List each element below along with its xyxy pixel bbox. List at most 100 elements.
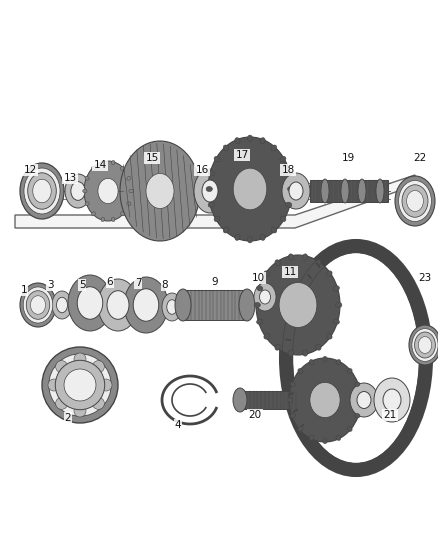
Text: 5: 5 (79, 280, 85, 290)
Ellipse shape (247, 135, 253, 141)
Ellipse shape (77, 287, 103, 319)
Ellipse shape (20, 163, 64, 219)
Ellipse shape (264, 334, 270, 339)
Ellipse shape (55, 360, 105, 410)
Ellipse shape (288, 350, 293, 356)
Ellipse shape (260, 234, 265, 240)
Bar (240, 391, 298, 409)
Ellipse shape (402, 185, 428, 217)
Text: 1: 1 (21, 285, 27, 295)
Ellipse shape (120, 141, 200, 241)
Ellipse shape (162, 293, 182, 321)
Ellipse shape (336, 360, 341, 365)
Ellipse shape (194, 169, 226, 213)
Ellipse shape (288, 254, 293, 260)
Ellipse shape (316, 344, 321, 350)
Text: 6: 6 (107, 277, 113, 287)
Polygon shape (15, 175, 415, 228)
Ellipse shape (98, 179, 118, 204)
Ellipse shape (341, 179, 349, 203)
Ellipse shape (406, 190, 424, 212)
Ellipse shape (355, 414, 360, 418)
Ellipse shape (286, 171, 292, 176)
Ellipse shape (355, 382, 360, 386)
Text: 20: 20 (248, 410, 261, 420)
Text: 3: 3 (47, 280, 53, 290)
Ellipse shape (287, 398, 293, 402)
Ellipse shape (65, 174, 91, 208)
Ellipse shape (293, 253, 419, 463)
Ellipse shape (374, 378, 410, 422)
Ellipse shape (127, 202, 131, 205)
Ellipse shape (336, 435, 341, 440)
Ellipse shape (71, 182, 85, 200)
Ellipse shape (288, 187, 294, 191)
Text: 11: 11 (283, 267, 297, 277)
Ellipse shape (98, 279, 138, 331)
Ellipse shape (20, 283, 56, 327)
Ellipse shape (133, 289, 159, 321)
Ellipse shape (92, 398, 104, 409)
Ellipse shape (146, 174, 174, 208)
Ellipse shape (92, 212, 95, 216)
Ellipse shape (233, 168, 267, 210)
Text: 7: 7 (135, 278, 141, 288)
Ellipse shape (415, 332, 435, 358)
Ellipse shape (412, 329, 438, 361)
Ellipse shape (264, 271, 270, 277)
Ellipse shape (256, 255, 340, 355)
Text: 16: 16 (195, 165, 208, 175)
Ellipse shape (254, 283, 276, 311)
Ellipse shape (271, 145, 277, 151)
Ellipse shape (206, 187, 212, 191)
Ellipse shape (49, 354, 111, 416)
Ellipse shape (409, 325, 438, 365)
Ellipse shape (111, 160, 115, 165)
Ellipse shape (282, 173, 310, 209)
Ellipse shape (111, 217, 115, 222)
Text: 19: 19 (341, 153, 355, 163)
Ellipse shape (56, 398, 67, 409)
Ellipse shape (233, 388, 247, 412)
Text: 2: 2 (65, 413, 71, 423)
Text: 17: 17 (235, 150, 249, 160)
Ellipse shape (298, 369, 303, 374)
Ellipse shape (23, 287, 53, 323)
Ellipse shape (358, 179, 366, 203)
Ellipse shape (326, 271, 332, 277)
Ellipse shape (254, 303, 261, 308)
Ellipse shape (260, 138, 265, 144)
Ellipse shape (383, 389, 401, 411)
Ellipse shape (30, 296, 46, 314)
Ellipse shape (347, 426, 352, 431)
Ellipse shape (239, 289, 255, 321)
Ellipse shape (289, 182, 303, 200)
Ellipse shape (326, 334, 332, 339)
Ellipse shape (290, 382, 295, 386)
Ellipse shape (350, 383, 378, 417)
Ellipse shape (52, 291, 72, 319)
Ellipse shape (28, 173, 57, 209)
Text: 18: 18 (281, 165, 295, 175)
Ellipse shape (92, 166, 95, 170)
Ellipse shape (323, 357, 327, 362)
Ellipse shape (347, 369, 352, 374)
Ellipse shape (286, 202, 292, 207)
Ellipse shape (309, 360, 314, 365)
Ellipse shape (214, 156, 220, 162)
Ellipse shape (120, 166, 124, 170)
Ellipse shape (64, 369, 96, 401)
Text: 23: 23 (418, 273, 431, 283)
Ellipse shape (279, 282, 317, 327)
Ellipse shape (24, 168, 60, 214)
Text: 10: 10 (251, 273, 265, 283)
Ellipse shape (83, 189, 87, 193)
Ellipse shape (333, 286, 339, 291)
Ellipse shape (85, 176, 89, 180)
Ellipse shape (357, 392, 371, 408)
Ellipse shape (395, 176, 435, 226)
Text: 21: 21 (383, 410, 397, 420)
Ellipse shape (33, 179, 51, 203)
Bar (310, 180, 388, 202)
Ellipse shape (100, 379, 112, 391)
